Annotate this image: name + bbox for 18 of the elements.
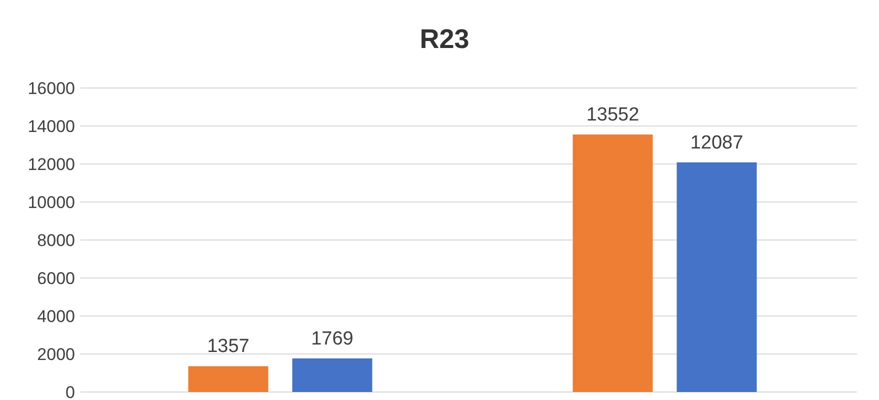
data-label: 13552 (586, 104, 640, 126)
bar (676, 162, 757, 392)
bar (188, 366, 268, 392)
bar (292, 358, 372, 392)
y-tick-label: 10000 (28, 192, 75, 212)
data-label: 1357 (207, 336, 250, 358)
chart-title: R23 (420, 24, 470, 54)
bar (572, 134, 653, 392)
data-label: 1769 (311, 328, 354, 350)
y-tick-label: 16000 (28, 78, 75, 98)
y-tick-label: 2000 (37, 344, 75, 364)
y-tick-label: 14000 (28, 116, 75, 136)
y-tick-label: 12000 (28, 154, 75, 174)
y-tick-label: 8000 (37, 230, 75, 250)
y-tick-label: 6000 (37, 268, 75, 288)
data-label: 12087 (690, 132, 744, 154)
y-tick-label: 0 (66, 382, 75, 400)
y-tick-label: 4000 (37, 306, 75, 326)
